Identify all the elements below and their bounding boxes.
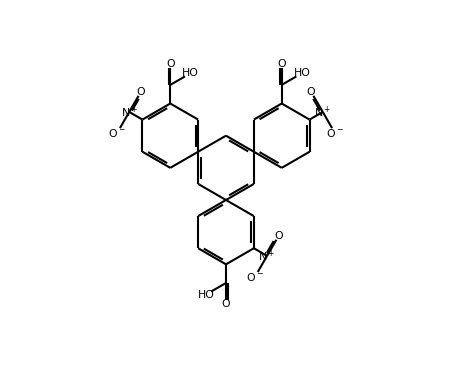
Text: $\mathregular{O}^-$: $\mathregular{O}^-$ — [326, 127, 343, 139]
Text: HO: HO — [197, 290, 214, 300]
Text: O: O — [277, 59, 285, 69]
Text: HO: HO — [182, 68, 198, 78]
Text: $\mathregular{N}^+$: $\mathregular{N}^+$ — [120, 104, 138, 119]
Text: $\mathregular{N}^+$: $\mathregular{N}^+$ — [313, 104, 331, 119]
Text: O: O — [221, 299, 230, 309]
Text: HO: HO — [293, 68, 310, 78]
Text: O: O — [274, 231, 282, 241]
Text: O: O — [166, 59, 174, 69]
Text: $\mathregular{O}^-$: $\mathregular{O}^-$ — [245, 271, 263, 283]
Text: $\mathregular{N}^+$: $\mathregular{N}^+$ — [258, 248, 275, 263]
Text: O: O — [306, 87, 315, 97]
Text: O: O — [136, 87, 145, 97]
Text: $\mathregular{O}^-$: $\mathregular{O}^-$ — [108, 127, 125, 139]
